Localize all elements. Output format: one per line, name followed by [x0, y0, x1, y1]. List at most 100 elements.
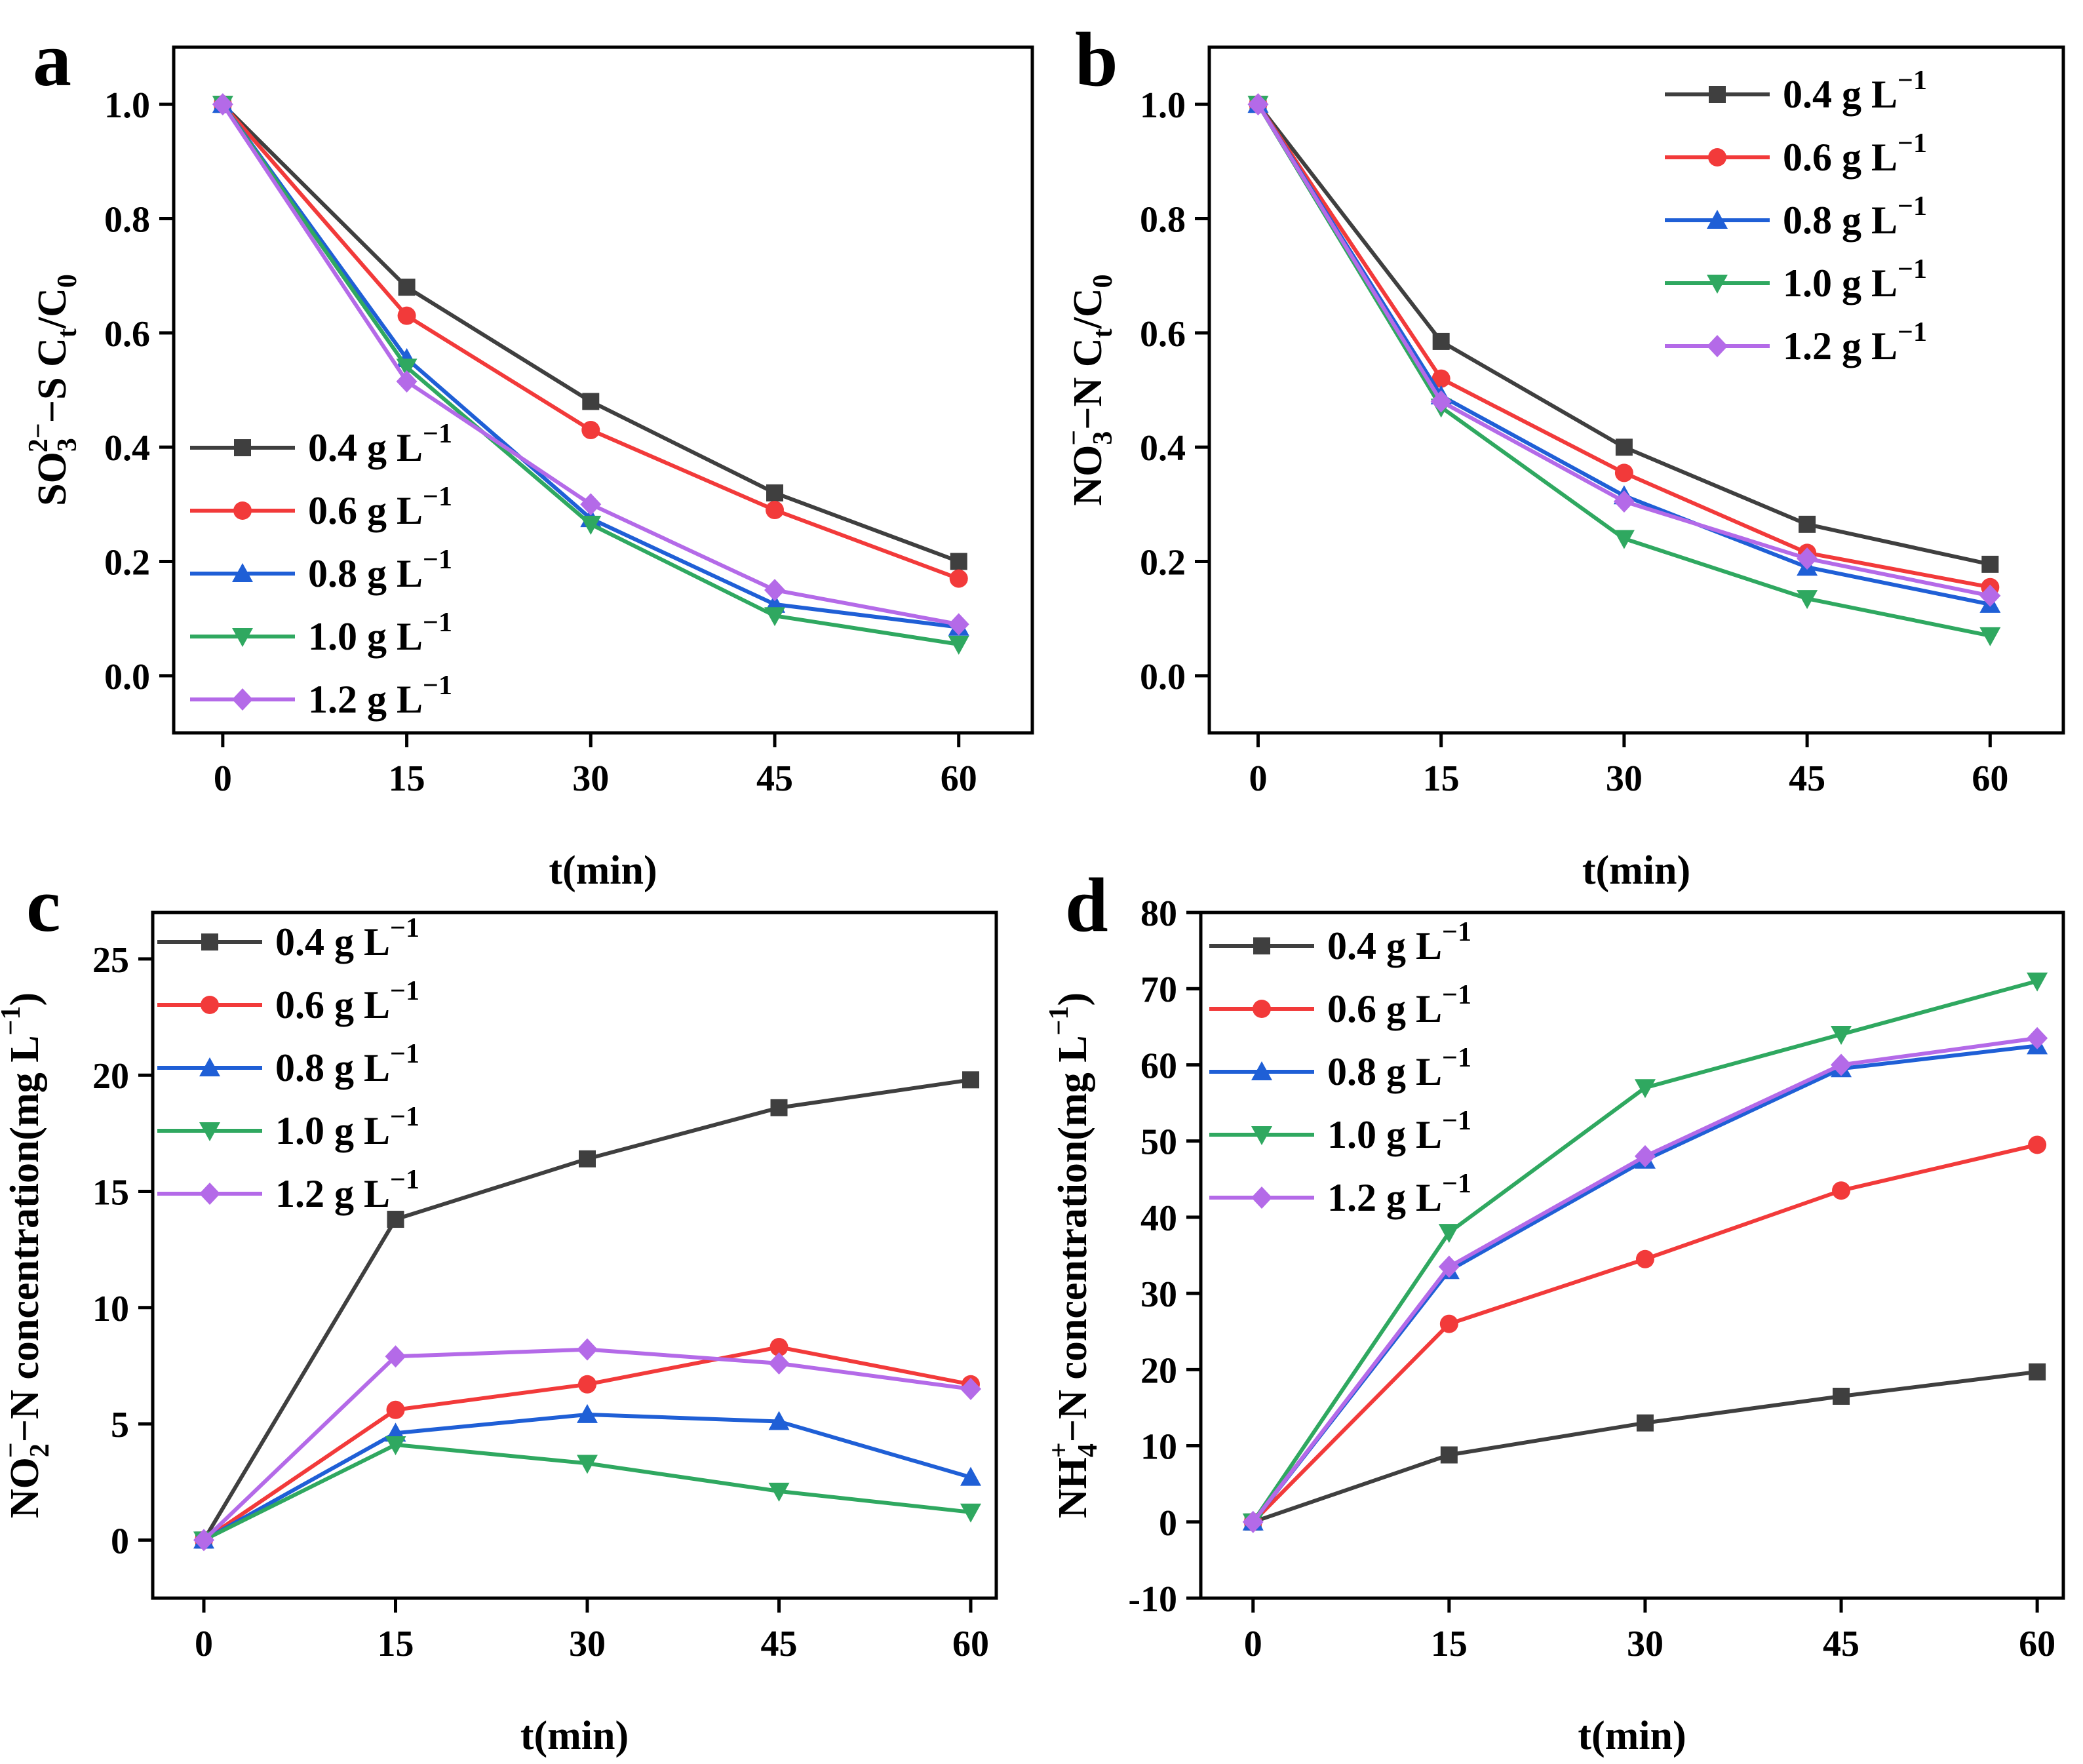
panel-c: c 0 15 30 45 60 0 5 10 15 20 25 t(min) NO2−−N concent…	[0, 862, 998, 1758]
x-tick-label: 30	[1606, 758, 1643, 799]
data-point	[1797, 547, 1818, 570]
y-tick-label: 0.0	[1140, 657, 1186, 697]
x-tick-label: 15	[1423, 758, 1460, 799]
data-point	[766, 484, 783, 501]
y-tick-label: 0.8	[1140, 200, 1186, 241]
panel-label: d	[1065, 862, 1108, 948]
data-point	[2027, 972, 2048, 992]
y-tick-label: 40	[1140, 1198, 1177, 1239]
data-point	[768, 1411, 790, 1430]
y-tick-label: 80	[1140, 893, 1177, 934]
legend-label: 0.6 g L−1	[275, 976, 419, 1027]
y-tick-label: 0.6	[1140, 314, 1186, 355]
legend-marker	[199, 1122, 220, 1141]
data-point	[581, 421, 600, 440]
data-point	[396, 359, 418, 378]
data-point	[1981, 555, 1999, 573]
plot-frame	[151, 911, 998, 1600]
y-tick-label: 70	[1140, 970, 1177, 1010]
y-tick-label: 20	[1140, 1350, 1177, 1391]
legend-marker	[201, 933, 218, 951]
series-line	[1256, 103, 1991, 638]
data-point	[1634, 1079, 1656, 1099]
data-point	[1440, 1446, 1458, 1464]
legend-marker	[233, 501, 252, 520]
y-tick-label: 0.4	[1140, 428, 1186, 469]
panel-a: a 0 15 30 45 60 0.0 0.2 0.4 0.6 0.8 1.0 t(min) SO32−−…	[24, 16, 1034, 893]
data-point	[579, 1150, 596, 1167]
legend-marker	[199, 1183, 220, 1205]
data-point	[948, 613, 969, 636]
x-tick-label: 0	[195, 1624, 213, 1664]
legend-label: 0.4 g L−1	[308, 419, 452, 469]
data-point	[769, 1338, 788, 1357]
legend-marker	[1707, 275, 1728, 294]
y-tick-label: 0	[111, 1521, 129, 1561]
legend-label: 1.0 g L−1	[275, 1102, 419, 1152]
legend-marker	[232, 563, 253, 582]
series-4	[193, 1338, 981, 1552]
x-tick-label: 60	[941, 758, 977, 799]
data-point	[1832, 1181, 1851, 1200]
data-point	[396, 370, 418, 393]
legend-label: 1.0 g L−1	[1783, 254, 1927, 305]
data-point	[2028, 1135, 2047, 1154]
data-point	[582, 393, 600, 410]
panel-label: c	[26, 862, 60, 948]
data-point	[1615, 439, 1633, 456]
data-point	[2029, 1363, 2046, 1381]
y-axis-label: NH4+−N concentration(mg L−1)	[1044, 992, 1103, 1518]
data-point	[580, 493, 602, 516]
y-tick-label: 1.0	[1140, 85, 1186, 126]
data-point	[960, 1466, 981, 1486]
y-tick-label: 10	[92, 1289, 129, 1329]
data-point	[764, 607, 785, 627]
data-point	[577, 1455, 598, 1474]
y-tick-label: 0.6	[104, 314, 150, 355]
data-point	[1430, 390, 1452, 413]
y-tick-label: 5	[111, 1405, 129, 1445]
data-point	[766, 501, 784, 520]
data-point	[385, 1345, 406, 1368]
y-tick-label: 0.0	[104, 657, 150, 697]
x-tick-label: 45	[761, 1624, 798, 1664]
legend-marker	[1253, 1000, 1271, 1018]
series-2	[1242, 1035, 2048, 1531]
data-point	[580, 515, 602, 535]
data-point	[387, 1211, 404, 1228]
legend-label: 1.2 g L−1	[308, 671, 452, 721]
data-point	[770, 1099, 788, 1116]
x-axis-label: t(min)	[549, 848, 657, 893]
legend-marker	[1708, 148, 1726, 167]
series-4	[1242, 1027, 2048, 1533]
data-point	[385, 1436, 406, 1455]
panel-label: a	[33, 16, 71, 102]
data-point	[2027, 1027, 2048, 1049]
y-tick-label: -10	[1128, 1579, 1177, 1620]
data-point	[1833, 1388, 1850, 1405]
data-point	[577, 1338, 598, 1361]
data-point	[578, 1375, 596, 1394]
panel-label: b	[1075, 16, 1118, 102]
legend-marker	[234, 439, 251, 456]
plot-frame	[172, 45, 1034, 735]
legend: 0.4 g L−1 0.6 g L−1 0.8 g L−1 1.0 g L−1 1.2 …	[157, 913, 419, 1215]
data-point	[949, 569, 968, 588]
data-point	[1831, 1025, 1852, 1045]
legend: 0.4 g L−1 0.6 g L−1 0.8 g L−1 1.0 g L−1 1.2 …	[190, 419, 452, 721]
data-point	[577, 1403, 598, 1423]
x-axis-label: t(min)	[520, 1714, 629, 1758]
legend: 0.4 g L−1 0.6 g L−1 0.8 g L−1 1.0 g L−1 1.2 …	[1209, 917, 1471, 1219]
y-tick-label: 20	[92, 1056, 129, 1097]
data-point	[386, 1400, 405, 1419]
legend-marker	[199, 1057, 220, 1076]
y-tick-label: 15	[92, 1172, 129, 1213]
legend-label: 1.2 g L−1	[1783, 317, 1927, 368]
legend-marker	[232, 628, 253, 647]
legend-marker	[201, 996, 219, 1014]
series-4	[1247, 93, 2001, 607]
legend-marker	[1707, 210, 1728, 229]
legend-label: 1.0 g L−1	[308, 608, 452, 658]
legend-marker	[1251, 1186, 1272, 1209]
